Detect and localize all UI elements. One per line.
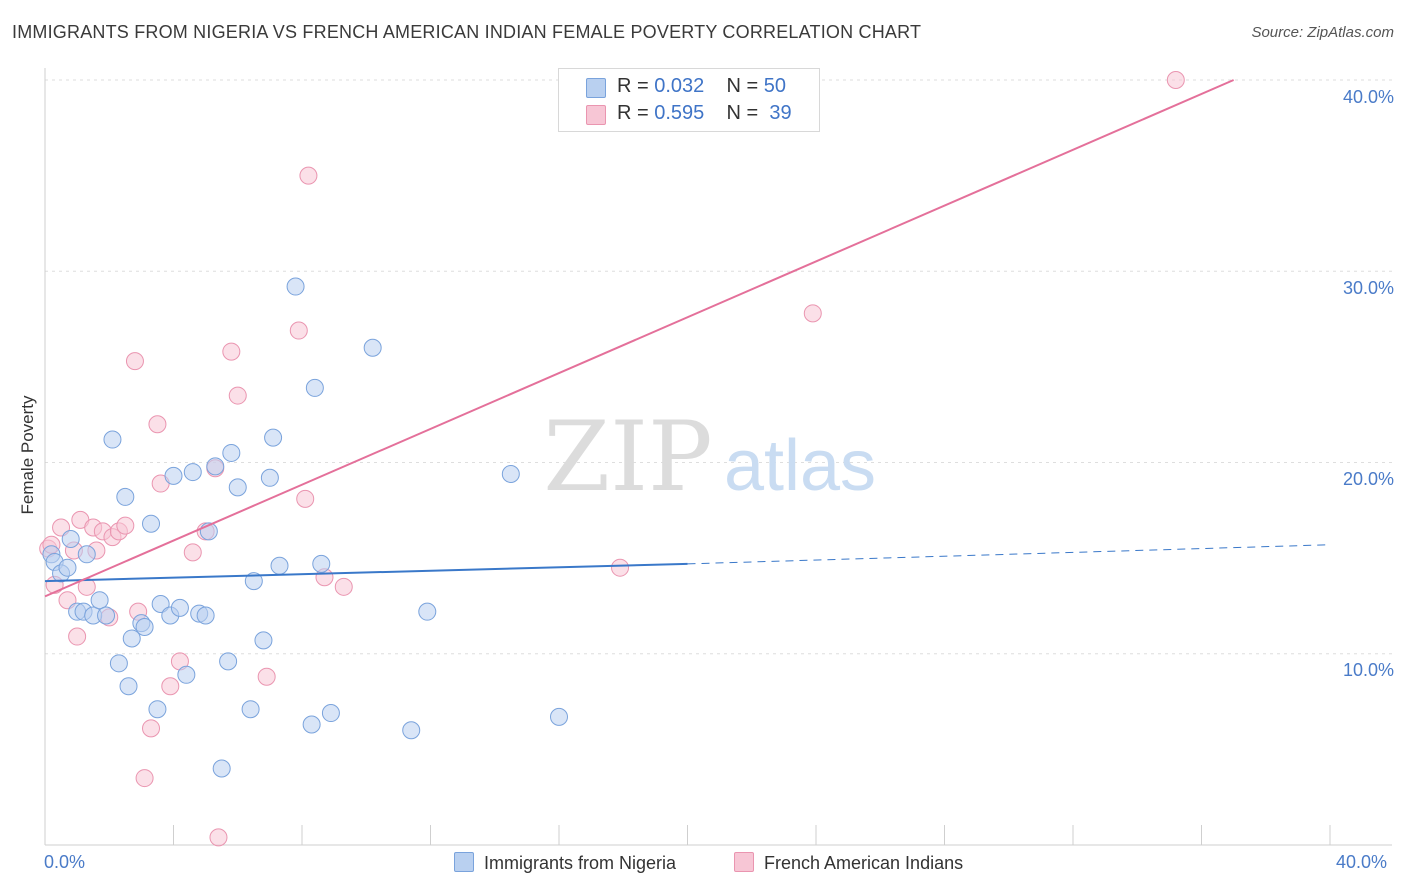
point-nigeria: [222, 443, 241, 462]
point-nigeria: [77, 545, 96, 564]
point-nigeria: [177, 665, 196, 684]
legend-item-nigeria: Immigrants from Nigeria: [454, 852, 676, 874]
legend-swatch-blue: [454, 852, 474, 872]
point-nigeria: [363, 338, 382, 357]
point-french-american-indians: [125, 352, 144, 371]
legend-item-french-american-indians: French American Indians: [734, 852, 963, 874]
axes: [44, 68, 1392, 846]
point-french-american-indians: [135, 769, 154, 788]
point-nigeria: [97, 606, 116, 625]
point-french-american-indians: [299, 166, 318, 185]
point-nigeria: [270, 556, 289, 575]
nigeria-points: [42, 277, 568, 778]
y-tick-label: 10.0%: [1342, 660, 1394, 680]
point-french-american-indians: [222, 342, 241, 361]
point-french-american-indians: [142, 719, 161, 738]
chart-title: IMMIGRANTS FROM NIGERIA VS FRENCH AMERIC…: [12, 22, 922, 42]
y-tick-label: 40.0%: [1342, 87, 1394, 107]
point-nigeria: [119, 677, 138, 696]
legend-swatch-blue: [586, 78, 606, 98]
r-value: 0.595: [654, 102, 705, 124]
point-nigeria: [305, 378, 324, 397]
point-nigeria: [228, 478, 247, 497]
point-french-american-indians: [228, 386, 247, 405]
point-nigeria: [312, 554, 331, 573]
legend-label: Immigrants from Nigeria: [484, 853, 677, 873]
r-label: R =: [617, 75, 649, 97]
n-value: 50: [763, 75, 787, 97]
point-nigeria: [501, 464, 520, 483]
r-label: R =: [617, 102, 649, 124]
point-nigeria: [241, 700, 260, 719]
n-label: N =: [726, 75, 759, 97]
point-nigeria: [212, 759, 231, 778]
point-french-american-indians: [52, 518, 71, 537]
legend-swatch-pink: [734, 852, 754, 872]
point-french-american-indians: [1166, 71, 1185, 89]
watermark: ZIP atlas: [543, 401, 876, 513]
point-french-american-indians: [334, 577, 353, 596]
trend-line-nigeria: [44, 562, 688, 583]
legend-swatch-pink: [586, 105, 606, 125]
point-nigeria: [116, 487, 135, 506]
point-nigeria: [244, 572, 263, 591]
point-french-american-indians: [161, 677, 180, 696]
gridlines: [45, 79, 1392, 655]
point-french-american-indians: [803, 304, 822, 323]
point-french-american-indians: [209, 828, 228, 847]
point-nigeria: [302, 715, 321, 734]
point-nigeria: [286, 277, 305, 296]
point-nigeria: [148, 700, 167, 719]
point-french-american-indians: [68, 627, 87, 646]
trend-line-nigeria-extension: [687, 544, 1331, 565]
trend-lines: [44, 79, 1331, 598]
x-tick-label: 40.0%: [1336, 852, 1388, 872]
point-nigeria: [254, 631, 273, 650]
y-tick-label: 30.0%: [1342, 278, 1394, 298]
y-axis-label: Female Poverty: [18, 395, 37, 515]
point-french-american-indians: [611, 558, 630, 577]
point-french-american-indians: [148, 415, 167, 434]
trend-line-french-american-indians: [44, 79, 1235, 598]
x-tick-label: 0.0%: [44, 852, 86, 872]
point-nigeria: [418, 602, 437, 621]
point-nigeria: [170, 598, 189, 617]
r-value: 0.032: [654, 75, 705, 97]
point-nigeria: [196, 606, 215, 625]
y-tick-label: 20.0%: [1342, 469, 1394, 489]
point-french-american-indians: [183, 543, 202, 562]
point-nigeria: [109, 654, 128, 673]
point-french-american-indians: [257, 667, 276, 686]
point-nigeria: [260, 468, 279, 487]
point-nigeria: [142, 514, 161, 533]
point-french-american-indians: [289, 321, 308, 340]
watermark-atlas: atlas: [724, 426, 876, 506]
stats-legend: R = 0.032 N = 50 R = 0.595 N = 39: [558, 68, 820, 132]
point-french-american-indians: [296, 489, 315, 508]
point-nigeria: [90, 591, 109, 610]
point-nigeria: [122, 629, 141, 648]
point-nigeria: [61, 530, 80, 548]
point-nigeria: [151, 595, 170, 614]
point-nigeria: [103, 430, 122, 449]
point-nigeria: [402, 721, 421, 740]
point-nigeria: [58, 558, 77, 577]
source-label: Source: ZipAtlas.com: [1251, 24, 1394, 41]
point-nigeria: [135, 617, 154, 636]
point-nigeria: [183, 463, 202, 482]
point-nigeria: [206, 457, 225, 476]
point-nigeria: [219, 652, 238, 671]
point-nigeria: [321, 704, 340, 723]
watermark-zip: ZIP: [543, 401, 712, 513]
point-french-american-indians: [58, 591, 77, 610]
point-nigeria: [550, 707, 568, 726]
n-value: 39: [769, 102, 792, 124]
point-nigeria: [164, 466, 183, 485]
legend-label: French American Indians: [764, 853, 964, 873]
n-label: N =: [726, 102, 759, 124]
point-nigeria: [264, 428, 283, 447]
point-french-american-indians: [116, 516, 135, 535]
